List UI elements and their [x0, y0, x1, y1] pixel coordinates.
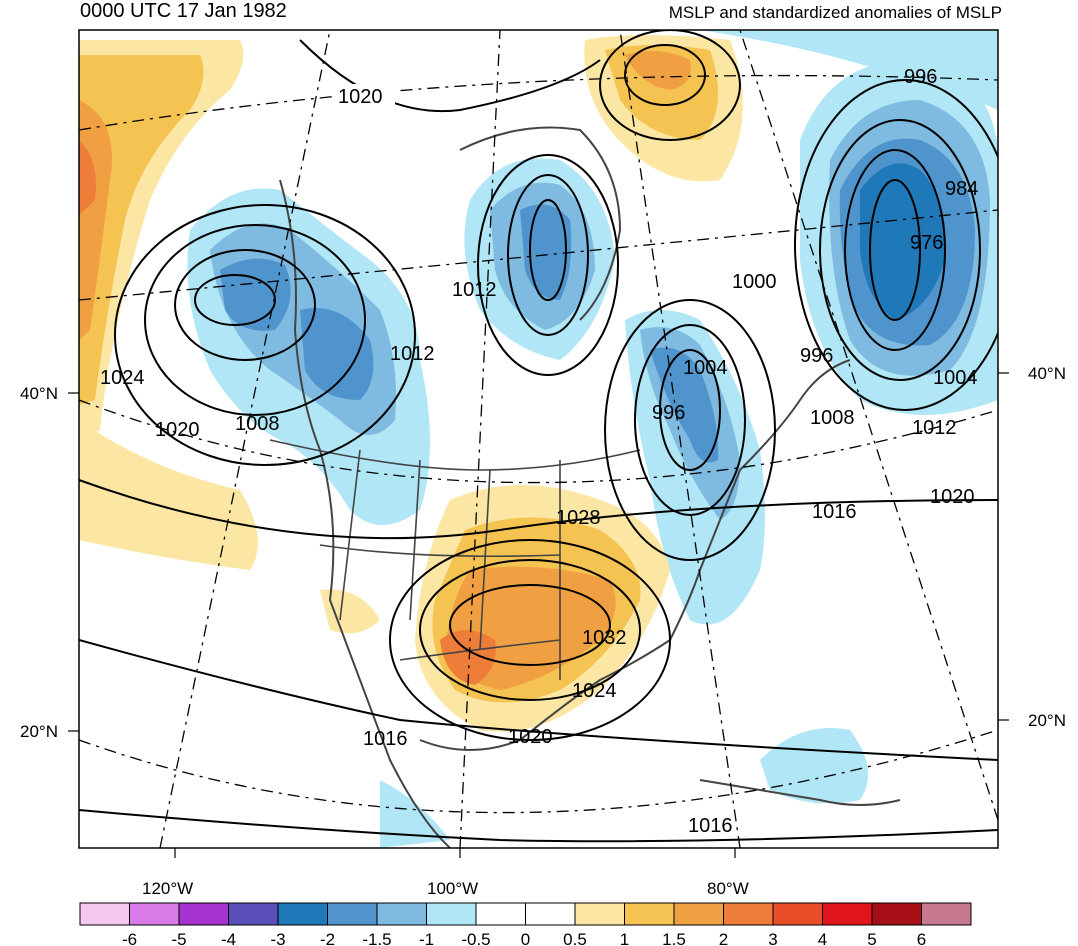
contour-label: 984: [945, 178, 978, 200]
contour-label: 1004: [683, 357, 728, 379]
lon-label-80w: 80°W: [707, 879, 749, 898]
contour-label: 1016: [688, 815, 733, 837]
lat-label-20n-right: 20°N: [1028, 711, 1066, 730]
colorbar-swatch: [79, 902, 130, 926]
colorbar-swatch: [426, 902, 477, 926]
colorbar-label: 1.5: [662, 930, 686, 946]
map-title-time: 0000 UTC 17 Jan 1982: [80, 0, 287, 22]
contour-label: 1012: [390, 343, 435, 365]
contour-label: 976: [910, 232, 943, 254]
colorbar-swatch: [277, 902, 328, 926]
colorbar-swatch: [525, 902, 576, 926]
colorbar-label: 3: [768, 930, 777, 946]
colorbar-swatch: [475, 902, 526, 926]
map-title-variable: MSLP and standardized anomalies of MSLP: [668, 3, 1002, 22]
contour-label: 1024: [100, 367, 145, 389]
contour-label: 1000: [732, 271, 777, 293]
colorbar-label: -1.5: [362, 930, 391, 946]
colorbar-label: 4: [818, 930, 827, 946]
colorbar-label: 0.5: [563, 930, 587, 946]
contour-label: 1020: [155, 419, 200, 441]
colorbar-swatch: [871, 902, 922, 926]
map-frame: [78, 29, 999, 849]
colorbar-swatch: [129, 902, 180, 926]
colorbar-label: 0: [521, 930, 530, 946]
colorbar-swatch: [772, 902, 823, 926]
contour-label: 1020: [930, 486, 975, 508]
colorbar-swatch: [723, 902, 774, 926]
colorbar-label: 2: [719, 930, 728, 946]
contour-label: 996: [652, 402, 685, 424]
graticule: [79, 30, 998, 848]
colorbar-swatch: [921, 902, 972, 926]
colorbar-swatch: [574, 902, 625, 926]
colorbar-label: 5: [867, 930, 876, 946]
lon-label-120w: 120°W: [142, 879, 193, 898]
contour-label: 1020: [338, 86, 383, 108]
contour-label: 996: [904, 66, 937, 88]
colorbar-swatch: [624, 902, 675, 926]
colorbar-label: -2: [320, 930, 335, 946]
contour-label: 996: [800, 345, 833, 367]
contour-label: 1008: [235, 413, 280, 435]
contour-label: 1024: [572, 680, 617, 702]
contour-label: 1012: [452, 279, 497, 301]
contour-label: 1016: [363, 728, 408, 750]
lon-label-100w: 100°W: [427, 879, 478, 898]
axis-ticks: [68, 372, 1009, 858]
contour-label: 1020: [508, 726, 553, 748]
contour-label: 1008: [810, 407, 855, 429]
colorbar-label: -0.5: [461, 930, 490, 946]
contour-label: 1004: [933, 367, 978, 389]
colorbar-swatch: [376, 902, 427, 926]
contour-label: 1016: [812, 501, 857, 523]
colorbar-swatch: [822, 902, 873, 926]
lat-label-20n-left: 20°N: [20, 722, 58, 741]
colorbar-label: -4: [221, 930, 236, 946]
colorbar-swatch: [327, 902, 378, 926]
colorbar-label: -3: [270, 930, 285, 946]
contour-label: 1032: [582, 627, 627, 649]
contour-labels: 1020 996 984 976 1012 1000 1012 996 1004…: [100, 66, 978, 837]
contour-label: 1028: [556, 507, 601, 529]
contour-label: 1012: [912, 417, 957, 439]
colorbar-swatch: [673, 902, 724, 926]
colorbar-label: 6: [917, 930, 926, 946]
colorbar-label: -6: [122, 930, 137, 946]
colorbar-swatch: [178, 902, 229, 926]
lat-label-40n-right: 40°N: [1028, 364, 1066, 383]
colorbar-label: 1: [620, 930, 629, 946]
political-borders: [269, 439, 641, 680]
colorbar-label: -5: [171, 930, 186, 946]
colorbar-swatch: [228, 902, 279, 926]
lat-label-40n-left: 40°N: [20, 384, 58, 403]
colorbar-label: -1: [419, 930, 434, 946]
colorbar: -6 -5 -4 -3 -2 -1.5 -1 -0.5 0 0.5 1 1.5 2 3 4 5 6: [79, 902, 972, 946]
isobar-layer: [79, 30, 998, 843]
